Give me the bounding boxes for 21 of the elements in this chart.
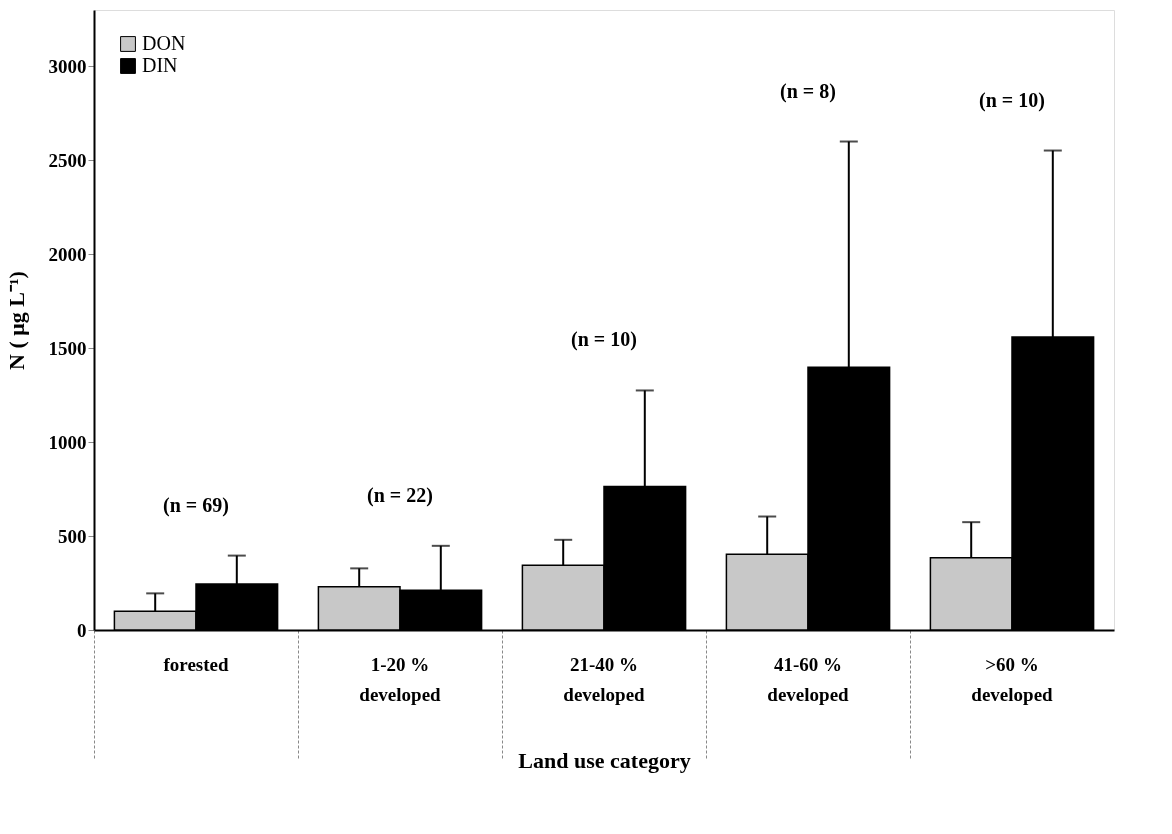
y-tick-label: 0 — [77, 619, 87, 641]
annotation: (n = 10) — [571, 328, 637, 352]
y-tick-label: 2000 — [48, 243, 87, 265]
x-tick-label: 1-20 % developed — [359, 653, 442, 705]
annotation: (n = 69) — [163, 493, 229, 517]
x-axis-title: Land use category — [518, 748, 691, 773]
x-tick-label: >60 % developed — [971, 653, 1054, 705]
y-tick-label: 1500 — [48, 337, 87, 359]
x-tick-label: 21-40 % developed — [563, 653, 646, 705]
annotation: (n = 22) — [367, 483, 433, 507]
y-tick-label: 1000 — [48, 431, 87, 453]
annotation: (n = 8) — [780, 79, 836, 103]
x-tick-label: 41-60 % developed — [767, 653, 850, 705]
legend-label: DIN — [142, 54, 178, 76]
y-tick-label: 500 — [58, 525, 87, 547]
y-tick-label: 2500 — [48, 149, 87, 171]
annotation: (n = 10) — [979, 88, 1045, 112]
y-axis-title: N ( μg L⁻¹) — [3, 271, 29, 370]
legend-label: DON — [142, 32, 186, 54]
y-tick-label: 3000 — [48, 55, 87, 77]
x-tick-label: forested — [163, 653, 229, 675]
